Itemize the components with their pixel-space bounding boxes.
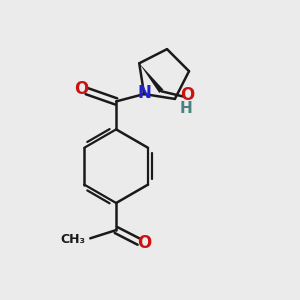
Text: O: O — [74, 80, 88, 98]
Text: N: N — [137, 84, 151, 102]
Text: O: O — [137, 234, 152, 252]
Text: H: H — [180, 101, 193, 116]
Text: CH₃: CH₃ — [61, 233, 86, 246]
Text: O: O — [180, 86, 194, 104]
Polygon shape — [139, 63, 164, 93]
